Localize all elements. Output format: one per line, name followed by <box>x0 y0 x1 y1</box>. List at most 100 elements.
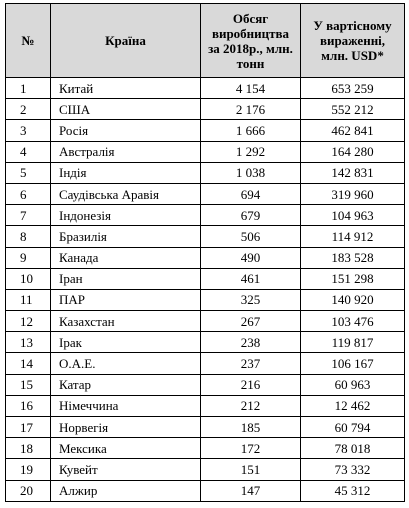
table-cell: 119 817 <box>300 331 405 354</box>
table-cell: 1 <box>5 76 51 100</box>
table-cell: 12 <box>5 310 51 333</box>
table-row: 6 Саудівська Аравія 694 319 960 <box>5 182 405 206</box>
table-cell: 183 528 <box>300 246 405 269</box>
table-cell: Росія <box>50 119 201 142</box>
table-cell: 4 154 <box>200 76 301 100</box>
table-row: 20 Алжир 147 45 312 <box>5 479 405 502</box>
table-cell: Іран <box>50 267 201 290</box>
table-cell: 9 <box>5 246 51 269</box>
table-cell: 114 912 <box>300 225 405 248</box>
table-cell: 104 963 <box>300 204 405 227</box>
table-cell: 319 960 <box>300 182 405 206</box>
table-cell: 2 <box>5 98 51 121</box>
header-cell: У вартісному вираженні, млн. USD* <box>300 3 405 78</box>
table-cell: Ірак <box>50 331 201 354</box>
table-cell: 506 <box>200 225 301 248</box>
table-cell: 4 <box>5 140 51 163</box>
table-cell: 12 462 <box>300 394 405 418</box>
table-cell: Мексика <box>50 437 201 460</box>
table-cell: Індія <box>50 161 201 184</box>
table-cell: 78 018 <box>300 437 405 460</box>
table-row: 4 Австралія 1 292 164 280 <box>5 140 405 163</box>
table-cell: 13 <box>5 331 51 354</box>
table-cell: 73 332 <box>300 458 405 481</box>
table-cell: О.А.Е. <box>50 352 201 375</box>
table-cell: 142 831 <box>300 161 405 184</box>
table-cell: 18 <box>5 437 51 460</box>
table-cell: 238 <box>200 331 301 354</box>
table-cell: 151 <box>200 458 301 481</box>
table-cell: 2 176 <box>200 98 301 121</box>
table-row: 7 Індонезія 679 104 963 <box>5 204 405 227</box>
table-cell: 5 <box>5 161 51 184</box>
table-cell: 490 <box>200 246 301 269</box>
table-cell: ПАР <box>50 288 201 312</box>
table-row: 5 Індія 1 038 142 831 <box>5 161 405 184</box>
table-cell: 20 <box>5 479 51 502</box>
table-row: 3 Росія 1 666 462 841 <box>5 119 405 142</box>
table-cell: 106 167 <box>300 352 405 375</box>
table-cell: 140 920 <box>300 288 405 312</box>
table-cell: 267 <box>200 310 301 333</box>
table-cell: 325 <box>200 288 301 312</box>
table-cell: 103 476 <box>300 310 405 333</box>
table-cell: Алжир <box>50 479 201 502</box>
table-cell: Австралія <box>50 140 201 163</box>
table-cell: США <box>50 98 201 121</box>
table-cell: 60 963 <box>300 373 405 396</box>
table-header: № Країна Обсяг виробництва за 2018р., мл… <box>5 3 405 78</box>
table-cell: Німеччина <box>50 394 201 418</box>
table-cell: Казахстан <box>50 310 201 333</box>
table-row: 15 Катар 216 60 963 <box>5 373 405 396</box>
table-cell: Кувейт <box>50 458 201 481</box>
table-cell: 151 298 <box>300 267 405 290</box>
table-cell: Китай <box>50 76 201 100</box>
table-cell: 212 <box>200 394 301 418</box>
table-cell: 15 <box>5 373 51 396</box>
table-cell: 237 <box>200 352 301 375</box>
table-cell: Саудівська Аравія <box>50 182 201 206</box>
table-cell: 17 <box>5 415 51 439</box>
table-cell: 14 <box>5 352 51 375</box>
header-cell: № <box>5 3 51 78</box>
table-cell: 3 <box>5 119 51 142</box>
table-row: 16 Німеччина 212 12 462 <box>5 394 405 418</box>
table-cell: 147 <box>200 479 301 502</box>
table-row: 12 Казахстан 267 103 476 <box>5 310 405 333</box>
table-cell: Індонезія <box>50 204 201 227</box>
table-cell: 7 <box>5 204 51 227</box>
table-row: 13 Ірак 238 119 817 <box>5 331 405 354</box>
table-cell: 462 841 <box>300 119 405 142</box>
table-cell: 6 <box>5 182 51 206</box>
table-cell: 185 <box>200 415 301 439</box>
header-cell: Країна <box>50 3 201 78</box>
data-table: № Країна Обсяг виробництва за 2018р., мл… <box>5 3 405 502</box>
table-cell: 16 <box>5 394 51 418</box>
table-cell: Норвегія <box>50 415 201 439</box>
table-row: 2 США 2 176 552 212 <box>5 98 405 121</box>
table-row: 14 О.А.Е. 237 106 167 <box>5 352 405 375</box>
table-cell: Бразилія <box>50 225 201 248</box>
table-cell: 653 259 <box>300 76 405 100</box>
table-cell: 172 <box>200 437 301 460</box>
table-row: 19 Кувейт 151 73 332 <box>5 458 405 481</box>
table-cell: 10 <box>5 267 51 290</box>
table-cell: Катар <box>50 373 201 396</box>
table-row: 1 Китай 4 154 653 259 <box>5 76 405 100</box>
table-cell: 216 <box>200 373 301 396</box>
table-cell: 461 <box>200 267 301 290</box>
table-cell: 45 312 <box>300 479 405 502</box>
table-cell: 19 <box>5 458 51 481</box>
table-cell: 694 <box>200 182 301 206</box>
table-cell: 164 280 <box>300 140 405 163</box>
header-cell: Обсяг виробництва за 2018р., млн. тонн <box>200 3 301 78</box>
table-row: 17 Норвегія 185 60 794 <box>5 415 405 439</box>
table-row: 10 Іран 461 151 298 <box>5 267 405 290</box>
table-cell: 60 794 <box>300 415 405 439</box>
table-cell: 1 292 <box>200 140 301 163</box>
header-row: № Країна Обсяг виробництва за 2018р., мл… <box>5 3 405 78</box>
table-cell: Канада <box>50 246 201 269</box>
table-row: 9 Канада 490 183 528 <box>5 246 405 269</box>
table-cell: 8 <box>5 225 51 248</box>
